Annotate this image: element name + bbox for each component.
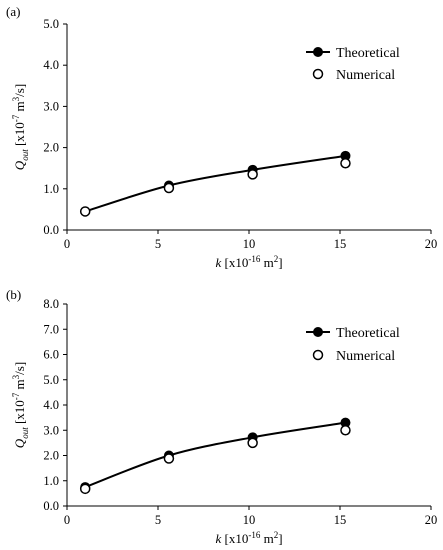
legend-marker-theoretical xyxy=(313,327,323,337)
chart-panel-b: (b) 0.0 1.0 2.0 3.0 4.0 5.0 6.0 7.0 8.0 0 5 10 15 20… xyxy=(6,287,437,546)
y-tick-label: 5.0 xyxy=(43,17,59,31)
y-tick-label: 2.0 xyxy=(43,449,59,463)
tick-marks xyxy=(63,23,432,234)
numerical-point xyxy=(79,483,91,495)
y-tick-label: 4.0 xyxy=(43,58,59,72)
x-tick-label: 15 xyxy=(334,237,347,251)
y-axis-label: Qout [x10-7 m3/s] xyxy=(11,362,30,448)
x-tick-label: 0 xyxy=(64,513,70,527)
y-tick-label: 1.0 xyxy=(43,474,59,488)
legend-marker-theoretical xyxy=(313,47,323,57)
y-tick-labels: 0.0 1.0 2.0 3.0 4.0 5.0 xyxy=(43,17,59,237)
legend-label-theoretical: Theoretical xyxy=(336,46,400,61)
y-axis-label: Qout [x10-7 m3/s] xyxy=(11,84,30,170)
y-tick-label: 1.0 xyxy=(43,182,59,196)
theoretical-curve xyxy=(84,421,346,488)
numerical-point xyxy=(163,453,175,464)
numerical-point xyxy=(79,206,91,217)
legend-label-numerical: Numerical xyxy=(336,349,395,364)
x-axis-label: k [x10-16 m2] xyxy=(215,254,282,270)
theoretical-point xyxy=(340,417,351,428)
y-tick-label: 8.0 xyxy=(43,297,59,311)
tick-marks xyxy=(63,303,432,510)
theoretical-point xyxy=(340,150,351,161)
y-tick-label: 6.0 xyxy=(43,348,59,362)
legend-marker-numerical xyxy=(312,68,324,80)
panel-label: (a) xyxy=(6,4,20,19)
y-tick-labels: 0.0 1.0 2.0 3.0 4.0 5.0 6.0 7.0 8.0 xyxy=(43,297,59,513)
x-tick-label: 5 xyxy=(155,513,161,527)
numerical-point xyxy=(163,182,175,194)
theoretical-curve xyxy=(84,154,346,213)
y-tick-label: 0.0 xyxy=(43,223,59,237)
legend-marker-numerical xyxy=(312,349,324,361)
legend-label-theoretical: Theoretical xyxy=(336,326,400,341)
y-tick-label: 2.0 xyxy=(43,141,59,155)
data-points xyxy=(79,150,351,217)
x-tick-label: 5 xyxy=(155,237,161,251)
x-tick-label: 20 xyxy=(425,513,438,527)
numerical-point xyxy=(340,158,351,169)
x-tick-label: 15 xyxy=(334,513,347,527)
y-tick-label: 3.0 xyxy=(43,423,59,437)
x-tick-labels: 0 5 10 15 20 xyxy=(64,513,437,527)
y-tick-label: 3.0 xyxy=(43,99,59,113)
x-axis-label: k [x10-16 m2] xyxy=(215,530,282,546)
numerical-point xyxy=(247,437,258,449)
panel-label: (b) xyxy=(6,287,21,302)
x-tick-label: 10 xyxy=(243,513,256,527)
legend: Theoretical Numerical xyxy=(306,326,400,364)
legend-label-numerical: Numerical xyxy=(336,68,395,83)
chart-panel-a: (a) 0.0 1.0 2.0 3.0 4.0 5.0 0 5 10 15 20 Theoreti… xyxy=(6,4,437,270)
y-tick-label: 5.0 xyxy=(43,373,59,387)
x-tick-labels: 0 5 10 15 20 xyxy=(64,237,437,251)
x-tick-label: 10 xyxy=(243,237,256,251)
numerical-point xyxy=(340,425,351,436)
y-tick-label: 7.0 xyxy=(43,322,59,336)
numerical-point xyxy=(247,169,258,180)
data-points xyxy=(79,417,351,495)
legend: Theoretical Numerical xyxy=(306,46,400,83)
x-tick-label: 0 xyxy=(64,237,70,251)
x-tick-label: 20 xyxy=(425,237,438,251)
y-tick-label: 4.0 xyxy=(43,398,59,412)
y-tick-label: 0.0 xyxy=(43,499,59,513)
